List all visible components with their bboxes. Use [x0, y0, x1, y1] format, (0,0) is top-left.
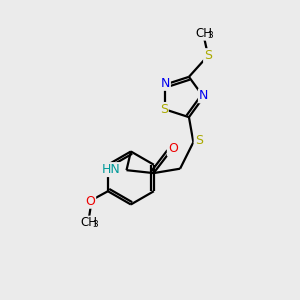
Text: 3: 3 — [92, 220, 98, 229]
Text: O: O — [85, 195, 95, 208]
Text: CH: CH — [80, 216, 97, 229]
Text: HN: HN — [101, 163, 120, 176]
Text: S: S — [160, 103, 168, 116]
Text: S: S — [195, 134, 203, 147]
Text: S: S — [204, 49, 212, 62]
Text: CH: CH — [195, 27, 212, 40]
Text: N: N — [160, 77, 170, 90]
Text: 3: 3 — [207, 31, 213, 40]
Text: O: O — [168, 142, 178, 155]
Text: N: N — [199, 89, 208, 102]
